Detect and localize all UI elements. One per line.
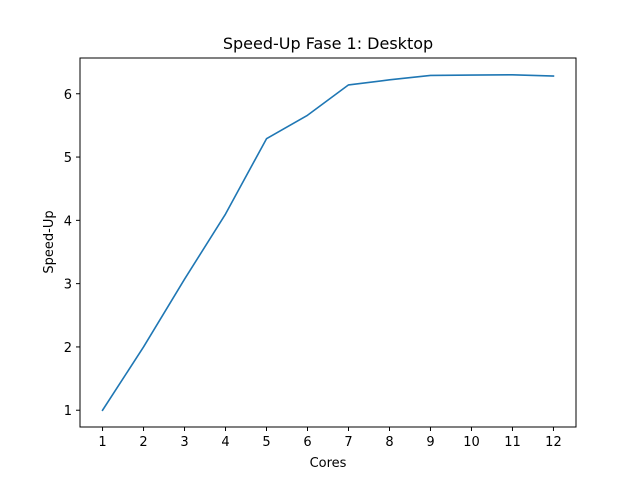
- x-tick-label: 5: [262, 435, 270, 450]
- y-tick-label: 4: [64, 214, 72, 229]
- y-tick-label: 1: [64, 404, 72, 419]
- x-axis-label: Cores: [310, 456, 347, 471]
- x-tick-label: 11: [504, 435, 521, 450]
- x-tick-label: 6: [303, 435, 311, 450]
- x-tick-label: 3: [180, 435, 188, 450]
- x-tick-label: 4: [221, 435, 229, 450]
- y-axis-label: Speed-Up: [42, 210, 57, 273]
- x-tick-label: 8: [385, 435, 393, 450]
- y-tick-label: 5: [64, 151, 72, 166]
- chart-title: Speed-Up Fase 1: Desktop: [223, 34, 433, 53]
- y-tick-label: 2: [64, 341, 72, 356]
- x-tick-label: 12: [545, 435, 562, 450]
- x-tick-label: 1: [98, 435, 106, 450]
- x-tick-label: 7: [344, 435, 352, 450]
- axes-frame: [79, 57, 577, 428]
- series-line: [101, 73, 555, 412]
- y-tick-label: 6: [64, 88, 72, 103]
- x-tick-label: 9: [426, 435, 434, 450]
- x-tick-label: 10: [463, 435, 480, 450]
- y-tick-label: 3: [64, 278, 72, 293]
- x-tick-label: 2: [139, 435, 147, 450]
